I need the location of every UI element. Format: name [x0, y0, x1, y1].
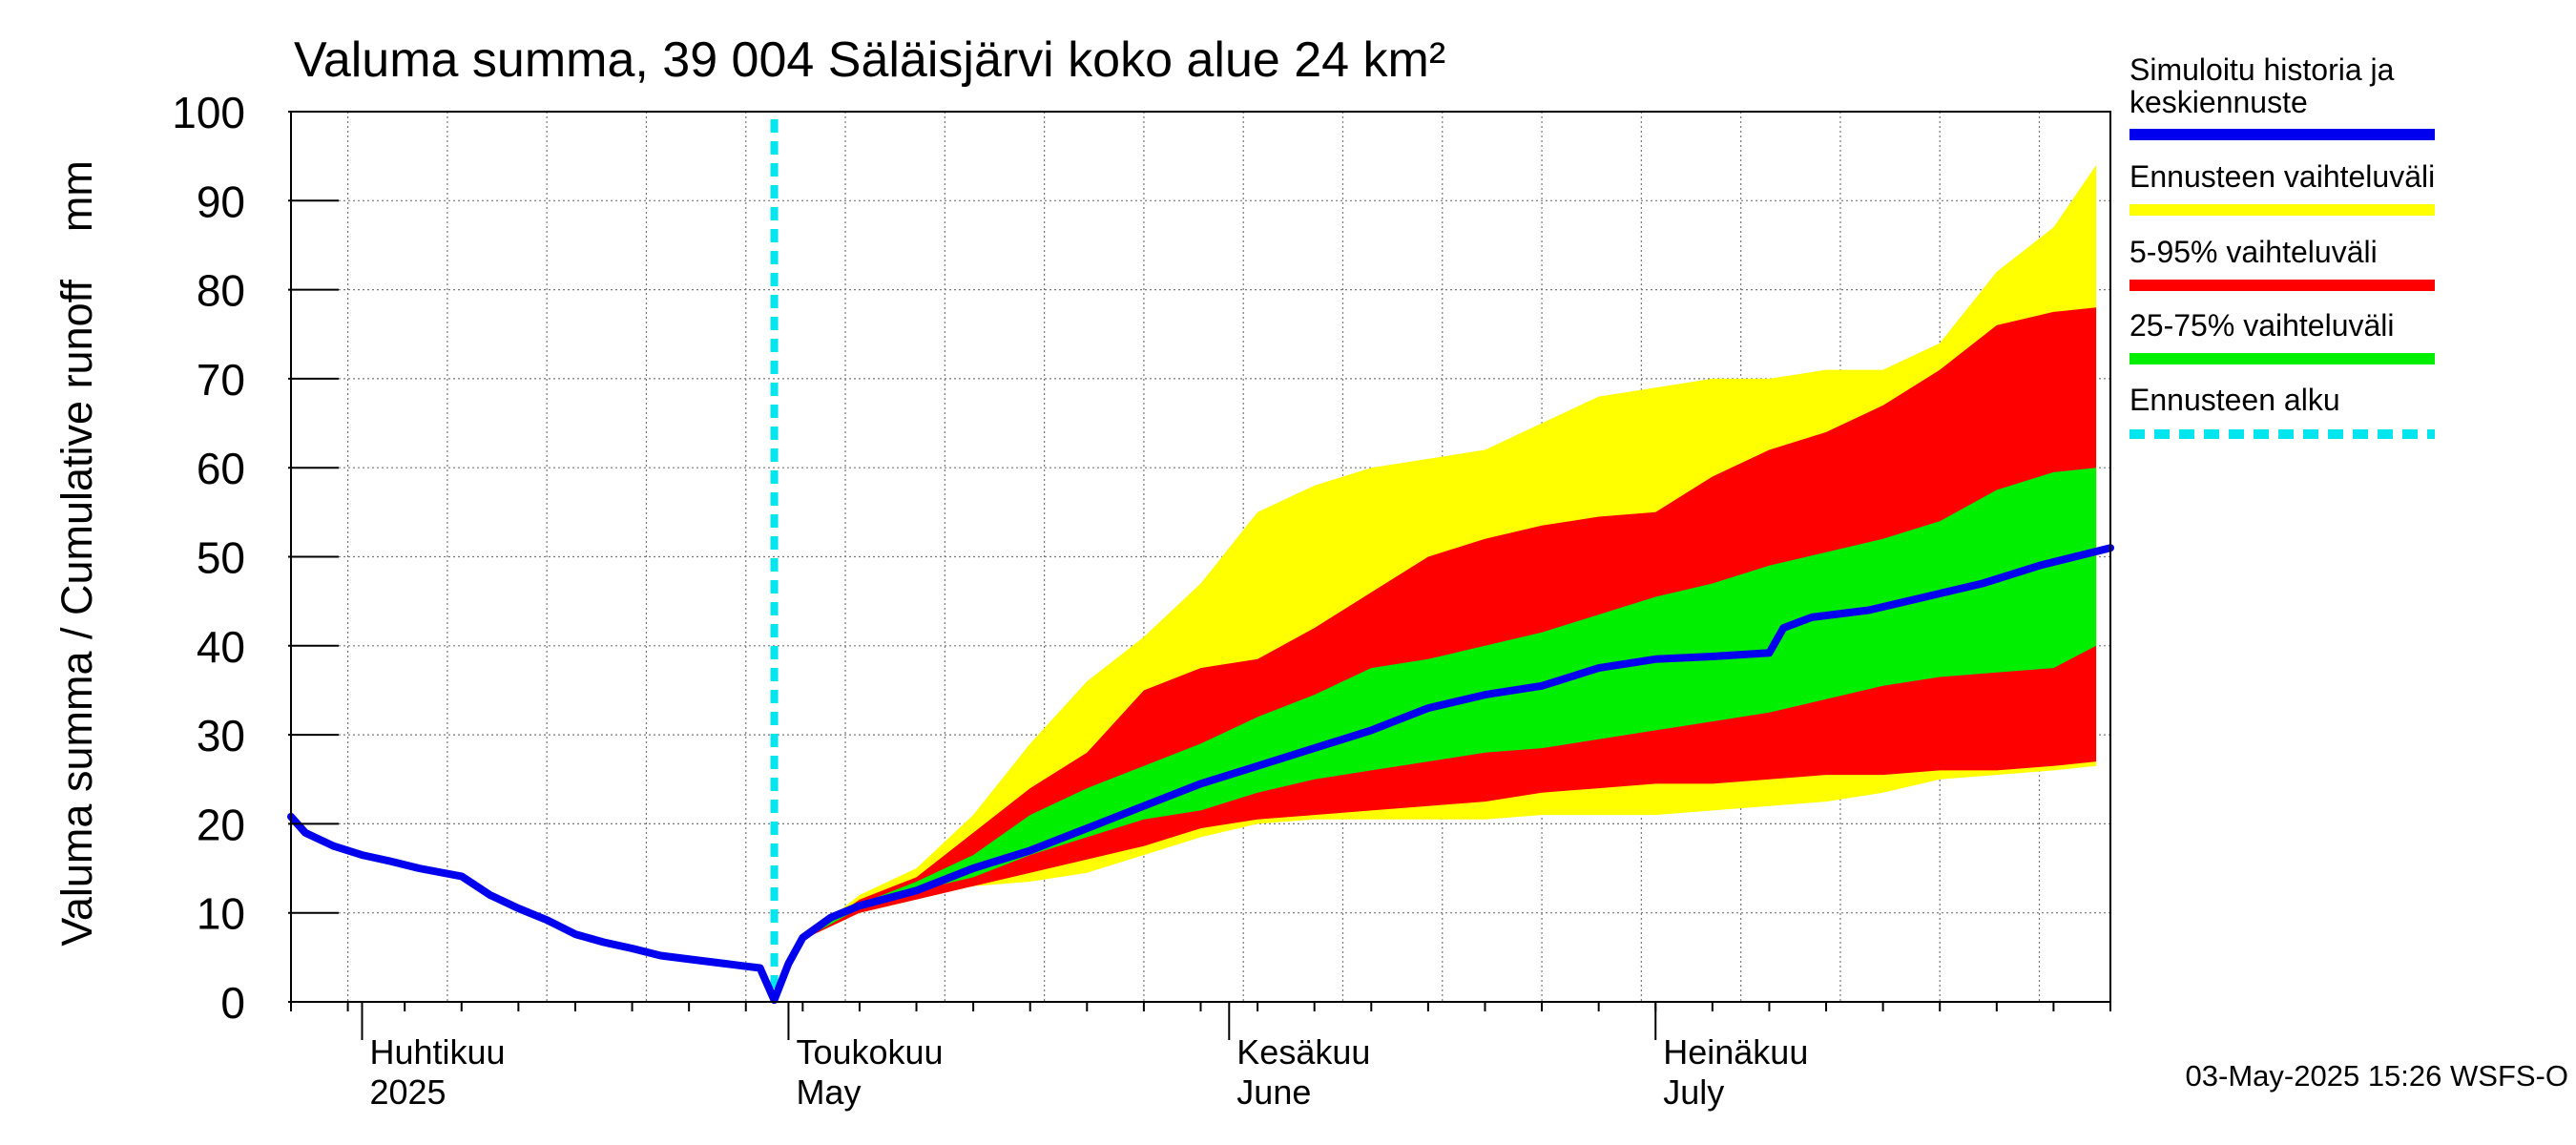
legend-label-forecast-range: Ennusteen vaihteluväli [2129, 159, 2436, 194]
legend-label-5-95: 5-95% vaihteluväli [2129, 235, 2378, 269]
y-axis-label: Valuma summa / Cumulative runoff mm [52, 160, 101, 947]
legend-label-simulated: Simuloitu historia ja [2129, 52, 2395, 87]
legend-swatch-5-95 [2129, 280, 2435, 291]
x-month-label: Heinäkuu [1663, 1032, 1808, 1072]
y-tick-label: 30 [197, 711, 245, 760]
chart-title: Valuma summa, 39 004 Säläisjärvi koko al… [294, 32, 1445, 88]
legend-swatch-simulated [2129, 129, 2435, 140]
legend-label-simulated-line2: keskiennuste [2129, 85, 2308, 119]
y-tick-label: 10 [197, 889, 245, 939]
y-tick-label: 40 [197, 622, 245, 672]
x-month-label: Kesäkuu [1236, 1032, 1370, 1072]
series-lines [287, 119, 2114, 1005]
y-tick-label: 80 [197, 266, 245, 316]
forecast-bands [774, 165, 2097, 1002]
x-month-label: Huhtikuu [369, 1032, 505, 1072]
band-25-75 [774, 468, 2097, 1002]
y-tick-label: 90 [197, 177, 245, 226]
x-month-label-en: July [1663, 1072, 1724, 1112]
legend-swatch-forecast-start [2129, 429, 2435, 439]
legend-swatch-25-75 [2129, 353, 2435, 364]
x-month-label: Toukokuu [796, 1032, 943, 1072]
timestamp: 03-May-2025 15:26 WSFS-O [2185, 1059, 2568, 1093]
x-month-label-en: 2025 [369, 1072, 446, 1112]
x-month-label-en: June [1236, 1072, 1311, 1112]
y-tick-label: 20 [197, 800, 245, 849]
y-tick-label: 50 [197, 533, 245, 583]
legend-swatch-forecast-range [2129, 204, 2435, 216]
x-month-label-en: May [796, 1072, 861, 1112]
y-tick-label: 60 [197, 444, 245, 493]
y-tick-label: 0 [220, 978, 245, 1028]
series-line-simulated [287, 544, 2114, 1005]
y-tick-label: 70 [197, 355, 245, 405]
legend-label-forecast-start: Ennusteen alku [2129, 383, 2340, 417]
y-tick-label: 100 [172, 88, 245, 137]
legend-label-25-75: 25-75% vaihteluväli [2129, 308, 2395, 343]
